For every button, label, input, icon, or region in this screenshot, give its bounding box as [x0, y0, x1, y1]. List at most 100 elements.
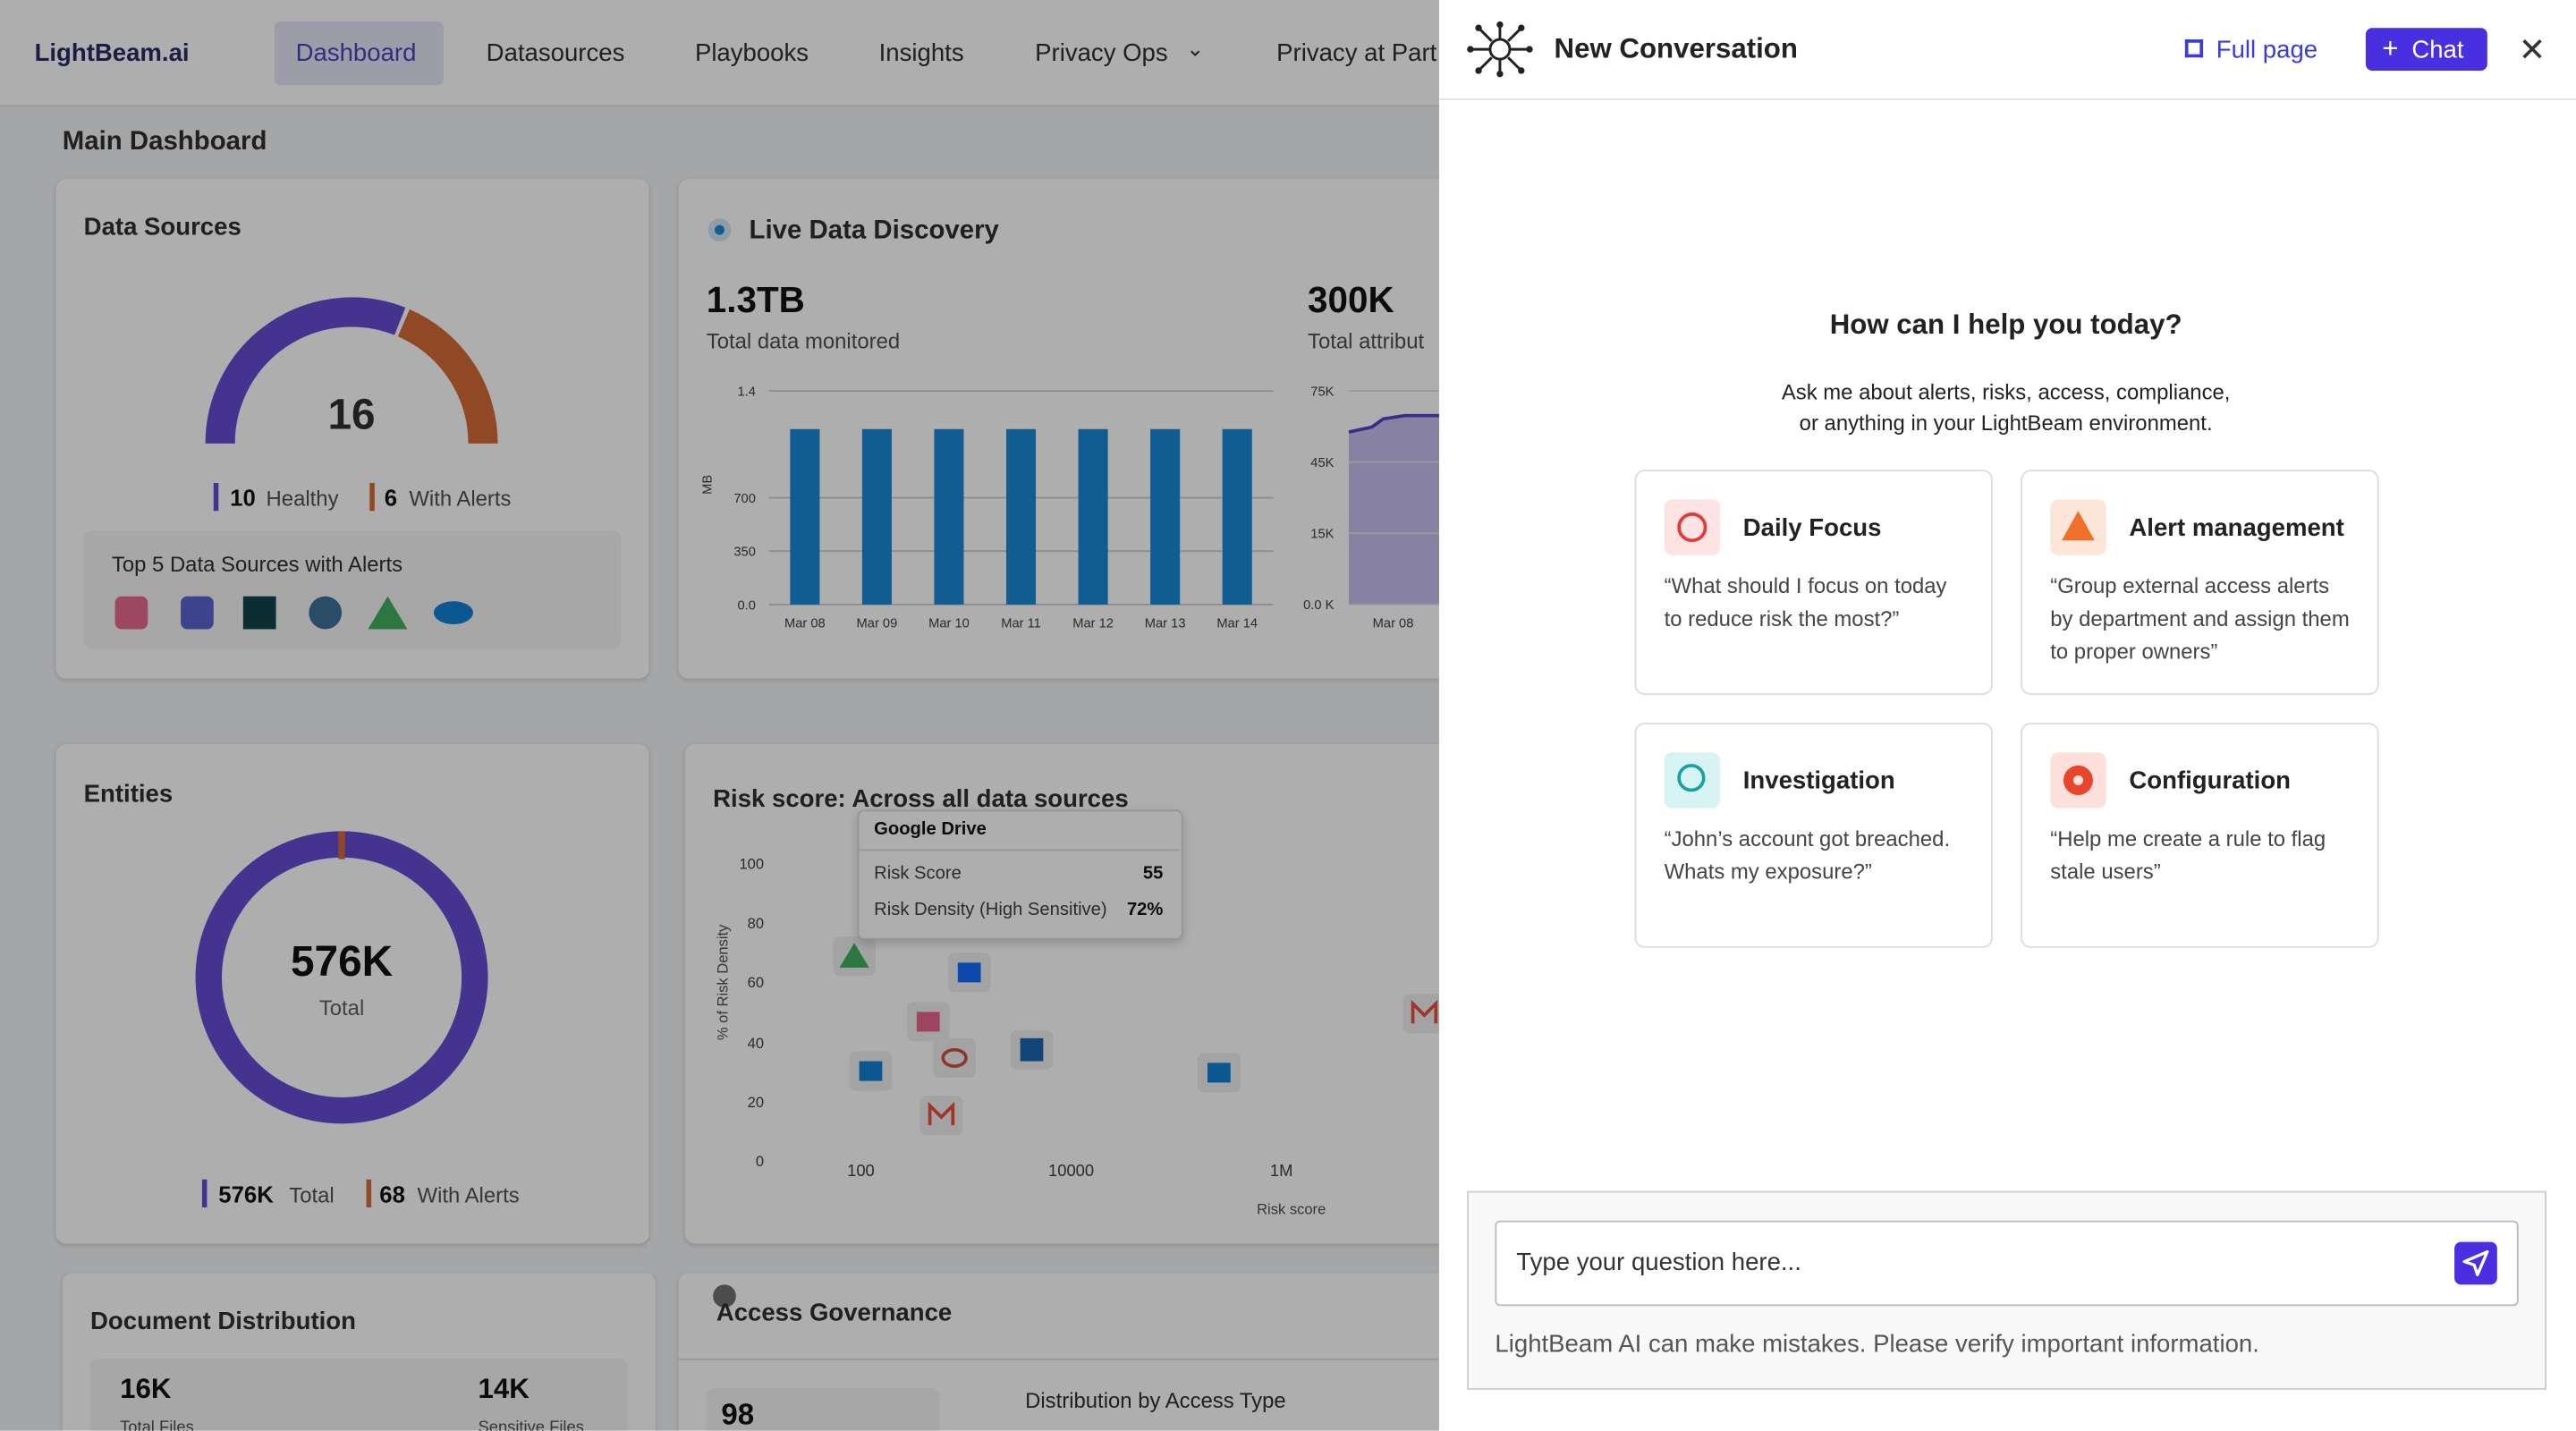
card-title: Live Data Discovery — [749, 216, 999, 245]
nav-item[interactable]: Dashboard — [295, 39, 417, 68]
intro: or anything in your LightBeam environmen… — [1799, 411, 2213, 436]
heading: How can I help you today? — [1829, 309, 2182, 341]
dim-overlay[interactable] — [0, 0, 1439, 1431]
suggestion-card[interactable]: Investigation “John’s account got breache… — [1634, 723, 1993, 948]
bar — [790, 428, 820, 605]
source-icons — [114, 596, 473, 630]
subtitle: Distribution by Access Type — [1025, 1388, 1286, 1413]
stat-box — [706, 1388, 940, 1431]
stat: 14K — [478, 1373, 530, 1405]
bar — [1222, 428, 1252, 605]
y-tick-label: 80 — [747, 915, 765, 932]
card-title: Data Sources — [83, 213, 242, 242]
stat: 16K — [120, 1373, 172, 1405]
chat-button[interactable]: Chat — [2411, 36, 2464, 64]
legend-label: Total — [289, 1182, 335, 1208]
nav-item[interactable]: Insights — [878, 39, 964, 68]
tooltip-divider — [857, 810, 1180, 851]
suggestion-prompt: “Group external access alerts by departm… — [2050, 573, 2350, 665]
tooltip-label: Risk Density (High Sensitive) — [874, 900, 1107, 920]
nav-item[interactable]: Privacy Ops — [1035, 39, 1168, 68]
stat-label: Total data monitored — [706, 328, 901, 353]
bar — [1006, 428, 1037, 605]
suggestion-title: Investigation — [1742, 766, 1895, 795]
bar — [1078, 428, 1108, 605]
icon — [1664, 752, 1721, 809]
donut — [195, 831, 488, 1124]
x-tick-label: Mar 12 — [1072, 617, 1114, 631]
stat-label: Total Files — [120, 1418, 194, 1431]
icon — [2050, 499, 2106, 555]
legend-label: With Alerts — [417, 1182, 520, 1208]
y-tick-label: 0 — [755, 1153, 765, 1170]
collapse-button[interactable] — [713, 1284, 736, 1308]
donut-value: 576K — [290, 936, 394, 986]
legend-label: Healthy — [266, 486, 339, 512]
top5-box — [83, 530, 622, 649]
send-icon — [2462, 1249, 2489, 1276]
chat-button-bg[interactable] — [2365, 28, 2487, 71]
suggestion-card[interactable]: Configuration “Help me create a rule to f… — [2021, 723, 2379, 948]
y-tick-label: 60 — [747, 974, 765, 992]
x-tick-label: Mar 11 — [1001, 617, 1041, 631]
y-tick-label: 40 — [747, 1034, 765, 1051]
card-title: Entities — [83, 780, 174, 809]
stat-label: Total attribut — [1308, 328, 1425, 353]
full-page-button[interactable]: Full page — [2216, 36, 2318, 64]
legend-value: 6 — [384, 484, 398, 512]
stat: 1.3TB — [706, 279, 805, 321]
legend-swatch — [213, 483, 219, 512]
live-dot-core — [714, 224, 725, 235]
nav-active-bg — [274, 21, 444, 86]
legend-value: 10 — [230, 484, 256, 512]
intro: Ask me about alerts, risks, access, comp… — [1781, 379, 2231, 404]
gauge — [205, 297, 498, 445]
assistant-icon — [1467, 21, 1533, 78]
divider — [678, 1358, 1500, 1360]
x-tick-label: 10000 — [1048, 1163, 1095, 1181]
x-tick-label: Mar 10 — [928, 617, 970, 631]
y-tick-label: 1.4 — [737, 385, 755, 400]
chevron: ⌄ — [1186, 36, 1205, 61]
suggestion-card[interactable]: Daily Focus “What should I focus on today… — [1634, 470, 1993, 695]
legend-value: 68 — [379, 1181, 405, 1208]
scatter-icons — [833, 936, 1446, 1136]
donut-label: Total — [318, 995, 365, 1020]
tooltip-label: Risk Score — [874, 864, 962, 885]
x-tick-label: Mar 09 — [857, 617, 898, 631]
placeholder: Type your question here... — [1516, 1248, 1801, 1277]
card-title: Risk score: Across all data sources — [713, 784, 1129, 814]
tooltip-title: Google Drive — [874, 819, 987, 840]
bar — [1150, 428, 1181, 605]
y-tick-label: 20 — [747, 1093, 765, 1111]
top5-title: Top 5 Data Sources with Alerts — [111, 552, 403, 577]
icon — [2050, 752, 2106, 809]
legend-swatch — [366, 1179, 372, 1208]
y-tick-label: 350 — [733, 546, 756, 560]
gauge-arc — [397, 309, 498, 445]
doc-box — [90, 1358, 628, 1431]
nav-item[interactable]: Datasources — [486, 39, 625, 68]
y-tick-label: 0.0 K — [1303, 598, 1334, 613]
send-button[interactable] — [2454, 1241, 2497, 1285]
close-button[interactable]: ✕ — [2518, 32, 2546, 70]
nav-item[interactable]: Playbooks — [694, 39, 809, 68]
tooltip-value: 72% — [1126, 900, 1164, 920]
suggestion-prompt: “John’s account got breached. Whats my e… — [1664, 826, 1951, 885]
legend-value: 576K — [218, 1181, 274, 1208]
suggestion-card[interactable]: Alert management “Group external access a… — [2021, 470, 2379, 695]
suggestion-title: Daily Focus — [1742, 513, 1882, 543]
suggestion-title: Alert management — [2129, 513, 2344, 543]
x-tick-label: Mar 08 — [1373, 617, 1414, 631]
card-title: Access Governance — [716, 1299, 953, 1328]
panel-title: New Conversation — [1554, 32, 1798, 64]
legend-label: With Alerts — [409, 486, 512, 512]
y-tick-label: 15K — [1310, 528, 1334, 542]
bar-chart: 0.0 350 700 1.4 MB Mar 08 Mar 09 Mar 10 Mar 11 Ma… — [700, 385, 1274, 631]
nav-item[interactable]: Privacy at Part — [1276, 39, 1437, 68]
axis-label: MB — [700, 475, 715, 495]
area-chart: 75K 45K 15K 0.0 K Mar 08 — [1303, 385, 1446, 631]
icon — [1664, 499, 1721, 555]
input[interactable] — [1495, 1220, 2519, 1307]
